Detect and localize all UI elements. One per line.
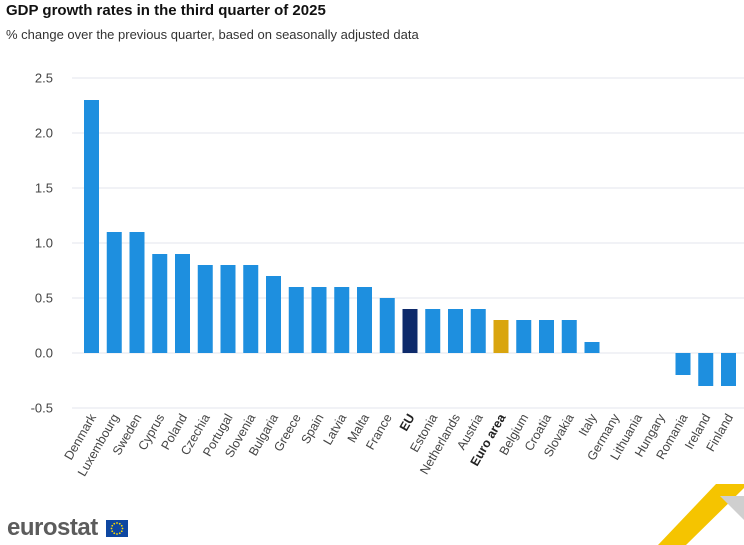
bar-ireland (698, 353, 714, 386)
bar-greece (288, 287, 304, 353)
bar-malta (357, 287, 372, 353)
bars (84, 100, 736, 386)
bar-france (379, 298, 395, 353)
bar-estonia (425, 309, 441, 353)
y-tick-label: 2.5 (35, 71, 53, 86)
eurostat-logo: eurostat (7, 514, 98, 541)
y-axis-ticks: 2.5 2.0 1.5 1.0 0.5 0.0 -0.5 (31, 71, 53, 416)
bar-poland (175, 254, 190, 353)
grid-lines (72, 77, 744, 409)
y-tick-label: 0.0 (35, 346, 53, 361)
bar-cyprus (152, 254, 168, 353)
bar-slovakia (561, 320, 577, 353)
chart-title: GDP growth rates in the third quarter of… (6, 2, 326, 19)
bar-belgium (516, 320, 532, 353)
y-tick-label: -0.5 (31, 401, 53, 416)
bar-eu (402, 309, 418, 353)
bar-latvia (334, 287, 350, 353)
bar-austria (470, 309, 486, 353)
chart-subtitle: % change over the previous quarter, base… (6, 27, 419, 42)
y-tick-label: 2.0 (35, 126, 53, 141)
bar-euro-area (493, 320, 509, 353)
bar-bulgaria (266, 276, 281, 353)
bar-spain (311, 287, 327, 353)
bar-portugal (220, 265, 236, 353)
x-tick-label: Latvia (321, 411, 350, 447)
bar-czechia (197, 265, 213, 353)
x-axis-labels: DenmarkLuxembourgSwedenCyprusPolandCzech… (62, 411, 737, 479)
x-tick-label: EU (397, 412, 418, 434)
bar-finland (721, 353, 736, 386)
bar-italy (584, 342, 600, 353)
eu-flag-icon (106, 520, 128, 537)
corner-decoration (658, 484, 744, 545)
bar-croatia (539, 320, 554, 353)
bar-netherlands (448, 309, 463, 353)
y-tick-label: 1.0 (35, 236, 53, 251)
y-tick-label: 0.5 (35, 291, 53, 306)
bar-sweden (129, 232, 145, 353)
bar-slovenia (243, 265, 259, 353)
bar-denmark (84, 100, 99, 353)
bar-romania (675, 353, 691, 375)
bar-luxembourg (106, 232, 122, 353)
y-tick-label: 1.5 (35, 181, 53, 196)
